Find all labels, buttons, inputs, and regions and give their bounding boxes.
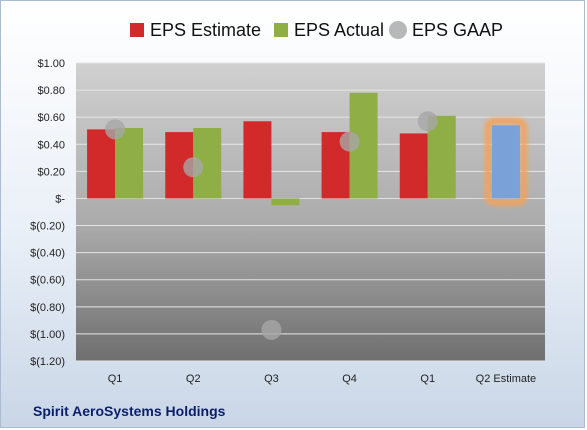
grid-lines <box>76 62 545 362</box>
bar-eps-estimate <box>87 129 116 199</box>
legend-item-gaap: EPS GAAP <box>389 15 503 45</box>
projected-bar-glow <box>484 118 527 206</box>
y-tick-label: $(0.40) <box>30 248 65 260</box>
y-tick-label: $(0.60) <box>30 275 65 287</box>
dot-eps-gaap <box>339 131 360 152</box>
bar-eps-actual <box>115 128 144 199</box>
y-tick-label: $(1.00) <box>30 329 65 341</box>
x-tick-label: Q1 <box>108 373 123 385</box>
y-tick-label: $0.40 <box>37 139 65 151</box>
y-tick-label: $(0.20) <box>30 221 65 233</box>
dot-eps-gaap <box>417 111 438 132</box>
bar-eps-estimate <box>399 133 428 199</box>
dot-eps-gaap <box>261 319 282 340</box>
bars <box>87 92 527 206</box>
bar-eps-projected-estimate <box>491 125 520 199</box>
legend: EPS Estimate EPS Actual EPS GAAP <box>1 15 587 45</box>
eps-chart: $1.00 $0.80 $0.60 $0.40 $0.20 $- $(0.20) $(0.40… <box>30 58 545 385</box>
y-tick-label: $1.00 <box>37 58 65 70</box>
x-tick-label: Q2 Estimate <box>476 373 537 385</box>
gaap-markers <box>105 111 438 340</box>
dot-eps-gaap <box>105 119 126 140</box>
y-tick-label: $0.20 <box>37 166 65 178</box>
legend-label-estimate: EPS Estimate <box>150 19 262 40</box>
x-tick-label: Q1 <box>420 373 435 385</box>
legend-swatch-actual <box>274 23 288 37</box>
legend-swatch-estimate <box>130 23 144 37</box>
plot-area <box>76 63 545 361</box>
y-tick-label: $- <box>55 193 65 205</box>
x-tick-label: Q3 <box>264 373 279 385</box>
dot-eps-gaap <box>183 157 204 178</box>
legend-item-actual: EPS Actual <box>274 15 384 45</box>
y-tick-label: $0.60 <box>37 112 65 124</box>
y-axis-ticks: $1.00 $0.80 $0.60 $0.40 $0.20 $- $(0.20) $(0.40… <box>30 58 65 368</box>
y-tick-label: $(1.20) <box>30 356 65 368</box>
x-tick-label: Q4 <box>342 373 357 385</box>
y-tick-label: $0.80 <box>37 85 65 97</box>
legend-marker-gaap <box>389 21 407 39</box>
y-tick-label: $(0.80) <box>30 302 65 314</box>
x-axis-ticks: Q1 Q2 Q3 Q4 Q1 Q2 Estimate <box>108 373 536 385</box>
legend-label-actual: EPS Actual <box>294 19 385 40</box>
x-tick-label: Q2 <box>186 373 201 385</box>
company-name: Spirit AeroSystems Holdings <box>33 403 226 419</box>
legend-label-gaap: EPS GAAP <box>412 19 504 40</box>
legend-item-estimate: EPS Estimate <box>130 15 261 45</box>
bar-eps-actual <box>271 198 300 206</box>
bar-eps-estimate <box>243 121 272 199</box>
